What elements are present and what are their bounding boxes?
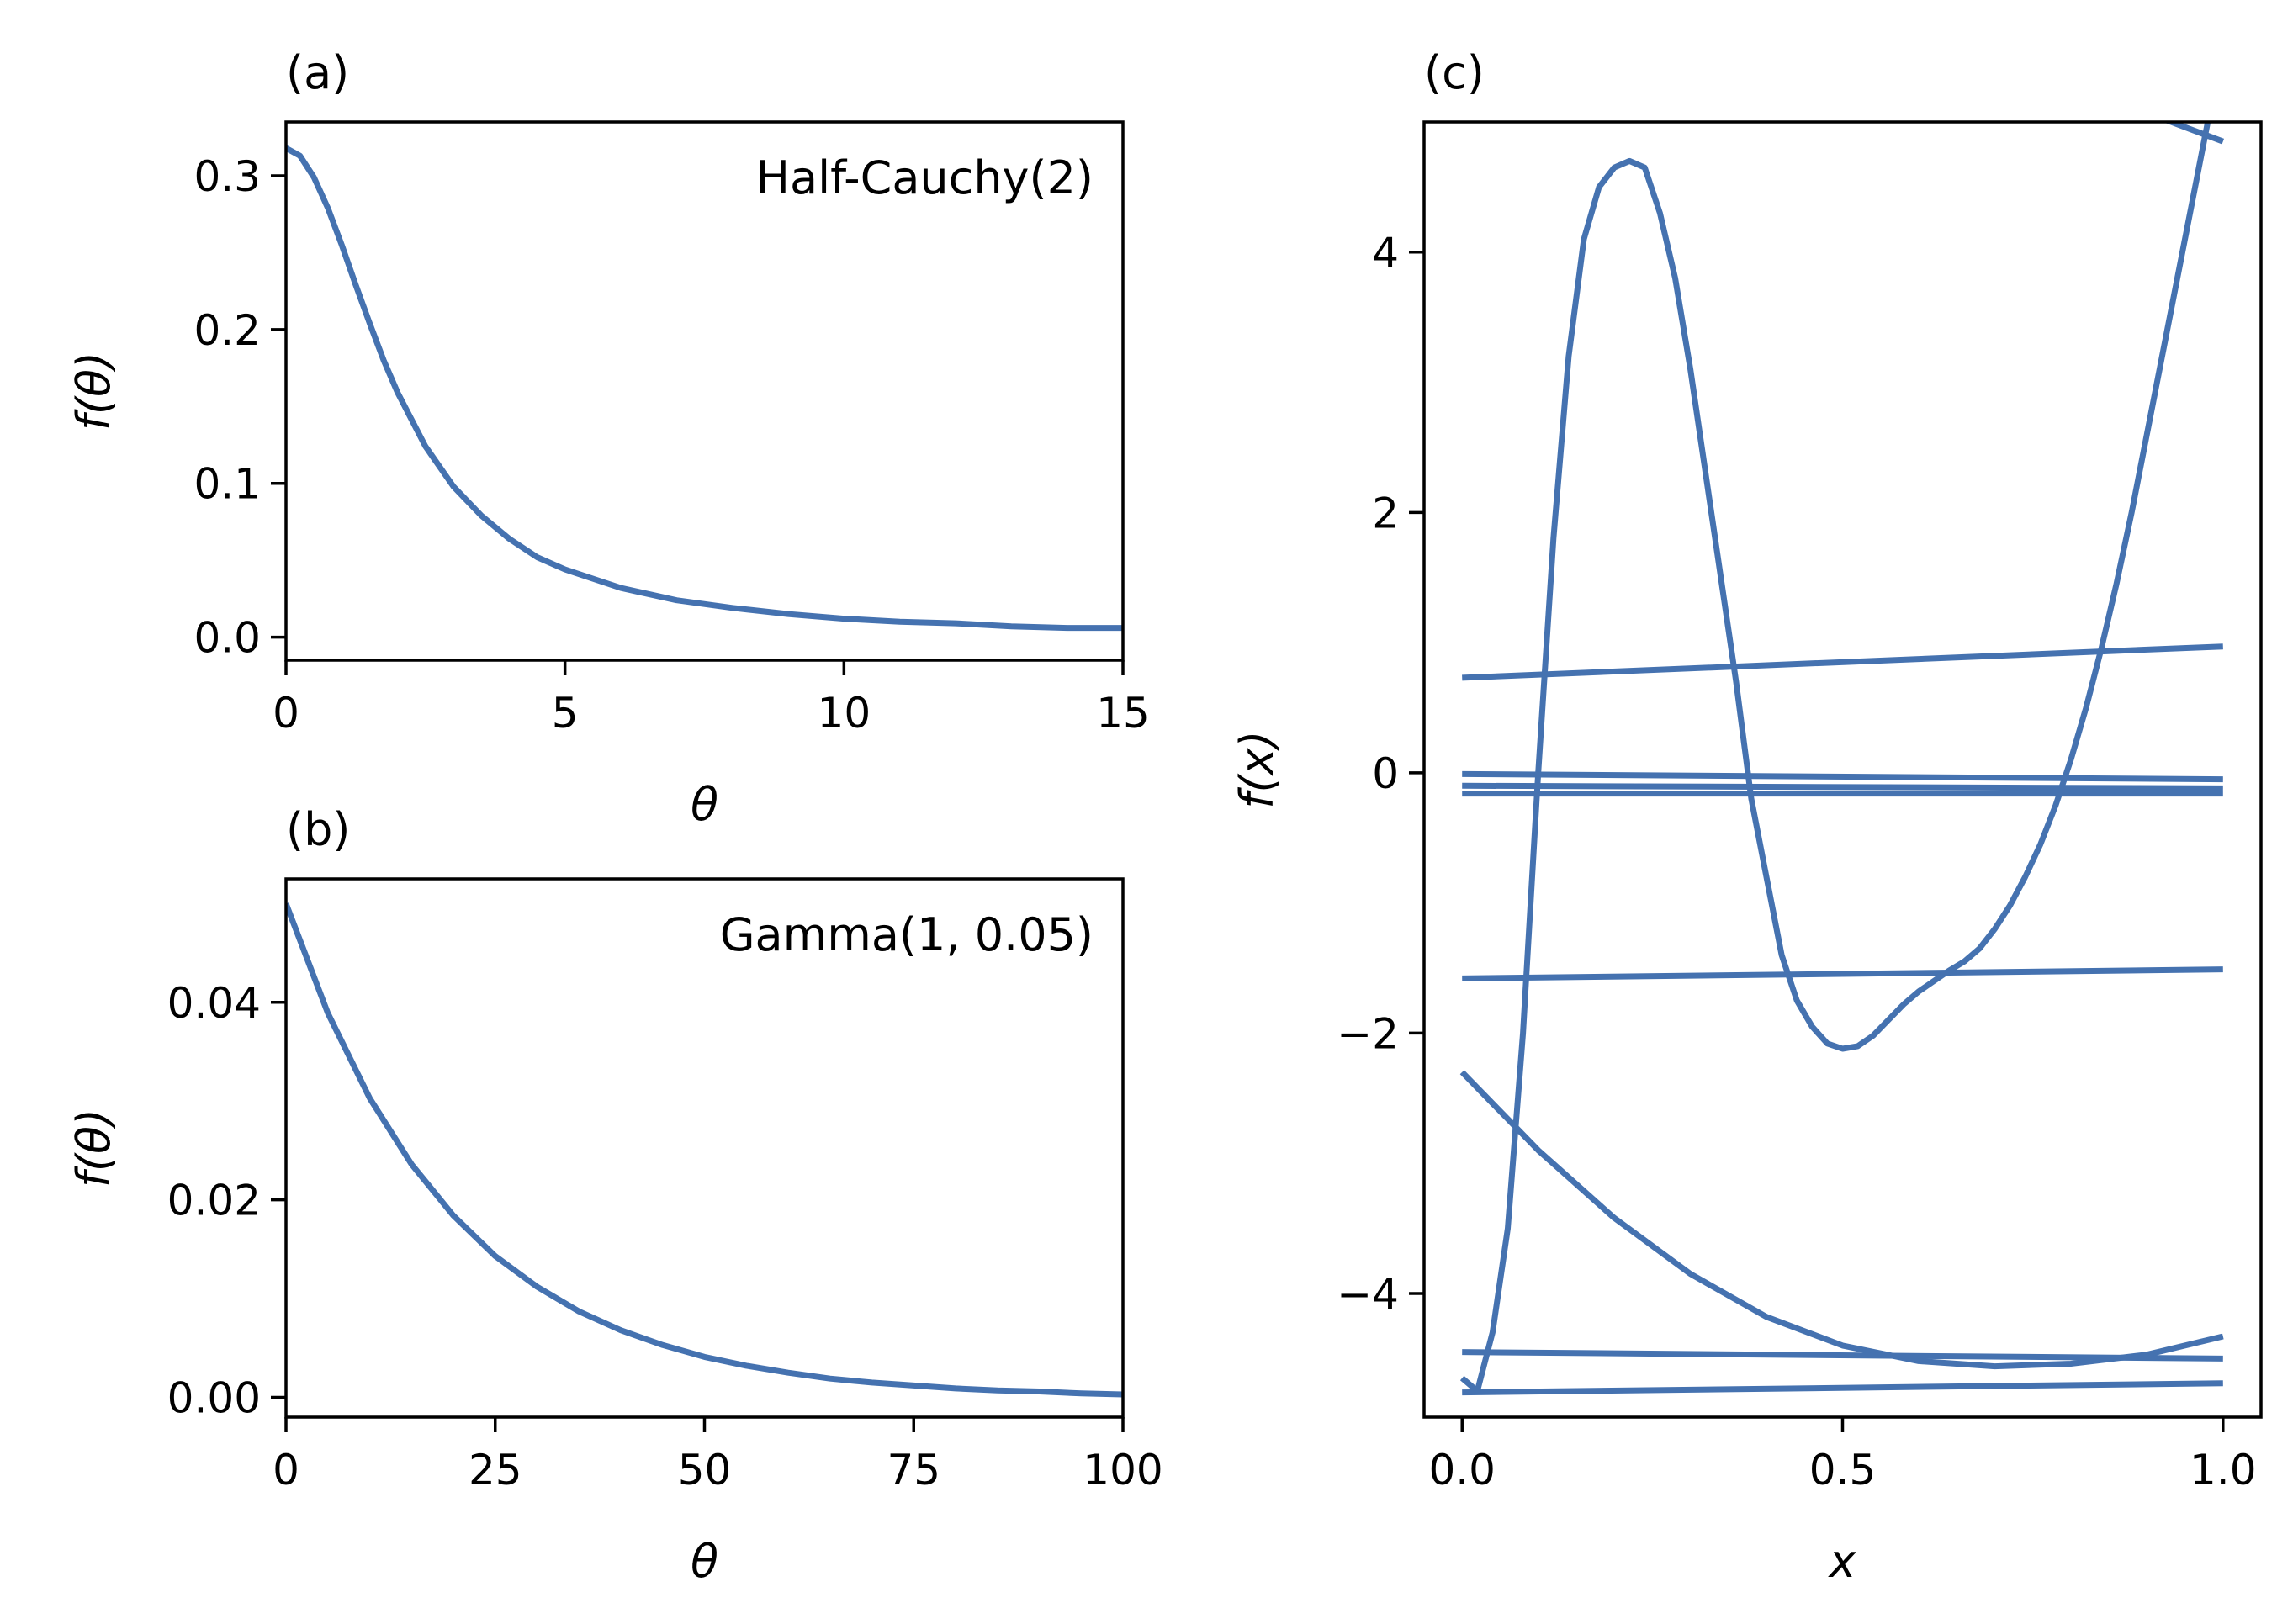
x-axis-label: x [1828, 1535, 1857, 1588]
x-tick-label: 5 [552, 689, 579, 738]
x-tick-label: 50 [678, 1446, 732, 1494]
axes-frame [284, 120, 1125, 662]
series-line-0 [1459, 122, 2211, 1394]
panel-2: 0.0 0.5 1.0 −4 −2 0 2 4 (c) x f(x) [1231, 46, 2263, 1588]
series-line-5 [1462, 782, 2223, 791]
x-tick-label: 0 [273, 689, 299, 738]
series-line-0 [286, 145, 1123, 632]
y-tick-label: 0.00 [167, 1374, 261, 1423]
series-line-3 [1462, 643, 2223, 681]
axes-frame [1422, 120, 2263, 1419]
series-line-9 [1462, 1380, 2223, 1396]
x-tick-label: 1.0 [2190, 1446, 2257, 1494]
y-tick-label: 0.0 [193, 614, 261, 663]
x-axis-label: θ [691, 1535, 718, 1588]
panel-label: (b) [286, 803, 350, 856]
y-axis-label: f(θ) [67, 1108, 120, 1188]
y-tick-label: 0.2 [193, 306, 261, 355]
x-tick-label: 75 [887, 1446, 940, 1494]
y-tick-label: 2 [1372, 489, 1399, 537]
series-line-2 [1459, 1070, 2224, 1370]
x-tick-label: 0 [273, 1446, 299, 1494]
y-tick-label: 0 [1372, 749, 1399, 798]
panel-0: 0 5 10 15 0.0 0.1 0.2 0.3 (a) Half-Cauchy(2) θ f(θ) [67, 46, 1150, 831]
y-axis-label: f(θ) [67, 352, 120, 431]
x-tick-label: 10 [818, 689, 871, 738]
series-line-4 [1462, 770, 2223, 783]
y-tick-label: 0.02 [167, 1177, 261, 1225]
x-tick-label: 0.5 [1809, 1446, 1877, 1494]
series-line-8 [1462, 1349, 2223, 1362]
series-line-0 [286, 902, 1123, 1398]
annotation: Half-Cauchy(2) [755, 151, 1094, 204]
y-tick-label: 0.3 [193, 152, 261, 201]
series-line-1 [2163, 122, 2225, 145]
y-tick-label: −4 [1337, 1270, 1399, 1319]
x-tick-label: 15 [1096, 689, 1150, 738]
y-tick-label: 0.04 [167, 979, 261, 1028]
y-tick-label: 0.1 [193, 460, 261, 509]
x-tick-label: 25 [469, 1446, 522, 1494]
x-tick-label: 0.0 [1428, 1446, 1496, 1494]
y-tick-label: 4 [1372, 229, 1399, 278]
y-axis-label: f(x) [1231, 730, 1284, 808]
y-tick-label: −2 [1337, 1009, 1399, 1058]
annotation: Gamma(1, 0.05) [720, 908, 1094, 961]
panel-label: (c) [1424, 46, 1485, 99]
panel-1: 0 25 50 75 100 0.00 0.02 0.04 (b) Gamma(1, 0.05) θ… [67, 803, 1163, 1588]
series-line-7 [1462, 966, 2223, 981]
x-tick-label: 100 [1083, 1446, 1162, 1494]
x-axis-label: θ [691, 778, 718, 831]
panel-label: (a) [286, 46, 349, 99]
